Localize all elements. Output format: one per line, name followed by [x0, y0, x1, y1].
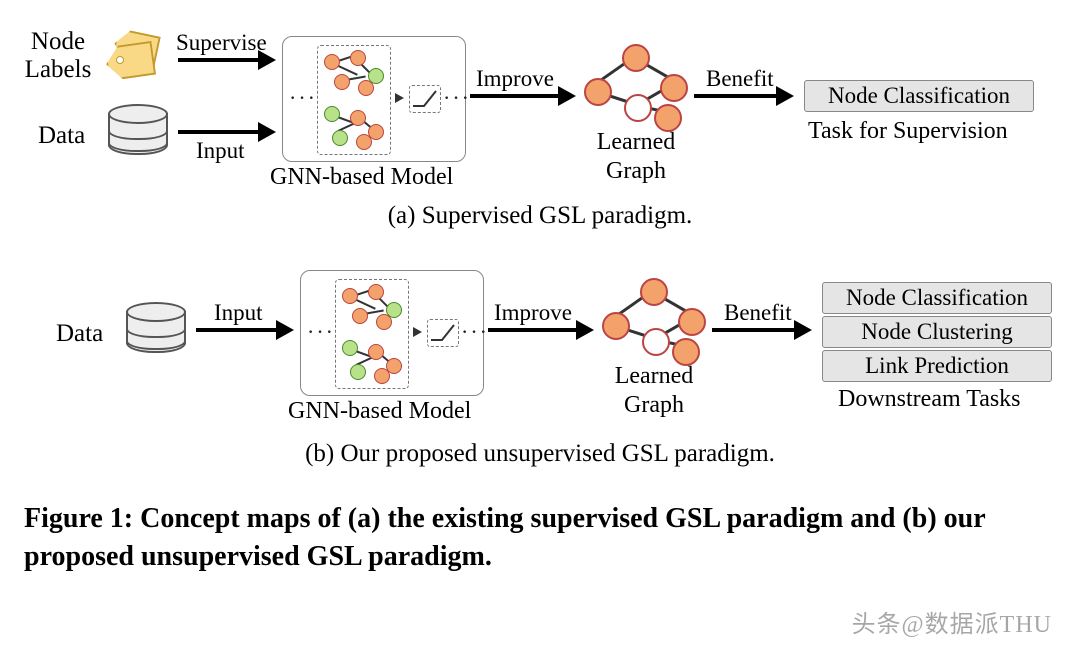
arrow-supervise-label: Supervise — [176, 30, 267, 56]
model-caption-b: GNN-based Model — [288, 398, 471, 425]
subcaption-b: (b) Our proposed unsupervised GSL paradi… — [0, 440, 1080, 468]
taskbox-link-prediction-b: Link Prediction — [822, 350, 1052, 382]
learned-graph-a — [584, 44, 684, 122]
learned-graph-b — [602, 278, 702, 356]
learned-graph-caption-b: Learned Graph — [604, 362, 704, 420]
model-caption-a: GNN-based Model — [270, 164, 453, 191]
watermark-text: 头条@数据派THU — [852, 604, 1052, 639]
activation-icon-b — [427, 319, 459, 347]
arrow-improve-a-label: Improve — [476, 66, 554, 92]
task-caption-b: Downstream Tasks — [838, 386, 1021, 413]
ellipsis-left-b: ··· — [307, 319, 335, 345]
arrow-benefit-a-label: Benefit — [706, 66, 774, 92]
task-caption-a: Task for Supervision — [808, 118, 1008, 145]
ellipsis-right-b: ··· — [461, 319, 489, 345]
tag-icon — [106, 32, 166, 80]
taskbox-label: Node Classification — [846, 285, 1028, 310]
arrow-improve-b-label: Improve — [494, 300, 572, 326]
arrow-benefit-b-label: Benefit — [724, 300, 792, 326]
taskbox-label: Node Classification — [828, 83, 1010, 108]
mini-graph-bottom-b — [340, 338, 404, 384]
subcaption-a: (a) Supervised GSL paradigm. — [0, 202, 1080, 230]
panel-a-data-text: Data — [38, 122, 85, 150]
taskbox-label: Node Clustering — [861, 319, 1012, 344]
panel-a-node-labels-text: Node Labels — [18, 28, 98, 83]
taskbox-node-clustering-b: Node Clustering — [822, 316, 1052, 348]
figure-stage: Node Labels Data Supervise Input ··· — [0, 0, 1080, 649]
data-label-b: Data — [56, 320, 103, 347]
learned-graph-caption-a: Learned Graph — [586, 128, 686, 186]
inner-arrow-icon-b — [413, 327, 422, 337]
inner-arrow-icon-a — [395, 93, 404, 103]
taskbox-node-classification-b: Node Classification — [822, 282, 1052, 314]
mini-graph-top-b — [340, 284, 404, 330]
taskbox-node-classification-a: Node Classification — [804, 80, 1034, 112]
mini-graph-top-a — [322, 50, 386, 96]
database-icon-b — [126, 302, 182, 354]
arrow-input-b-label: Input — [214, 300, 263, 326]
database-icon — [108, 104, 164, 156]
mini-graph-bottom-a — [322, 104, 386, 150]
gnn-layer-panel-a — [317, 45, 391, 155]
node-labels-line: Node Labels — [25, 28, 92, 83]
taskbox-label: Link Prediction — [865, 353, 1009, 378]
panel-b-data-text: Data — [56, 320, 103, 348]
ellipsis-right-a: ··· — [443, 85, 471, 111]
gnn-layer-panel-b — [335, 279, 409, 389]
arrow-input-a-label: Input — [196, 138, 245, 164]
data-label: Data — [38, 122, 85, 149]
ellipsis-left-a: ··· — [289, 85, 317, 111]
gnn-model-box-a: ··· — [282, 36, 466, 162]
figure-caption: Figure 1: Concept maps of (a) the existi… — [24, 500, 1056, 576]
activation-icon-a — [409, 85, 441, 113]
gnn-model-box-b: ··· — [300, 270, 484, 396]
